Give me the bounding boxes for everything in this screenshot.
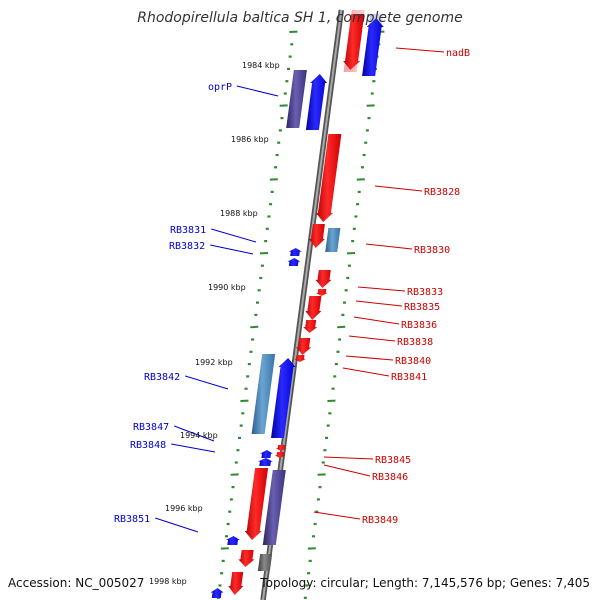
kbp-scale: 1984 kbp 1986 kbp 1988 kbp 1990 kbp 1992 kbp… <box>149 61 280 586</box>
label-leader-line <box>171 443 216 453</box>
label-leader-line <box>313 511 361 520</box>
label-leader-line <box>357 286 406 292</box>
gene-features <box>210 10 384 598</box>
gene-feature[interactable] <box>271 358 296 438</box>
gene-feature[interactable] <box>296 338 312 355</box>
gene-feature[interactable] <box>262 470 286 545</box>
tick-track <box>216 30 385 599</box>
gene-feature[interactable] <box>308 224 325 248</box>
gene-label-rb3840[interactable]: RB3840 <box>395 356 431 367</box>
topology-text: Topology: circular; Length: 7,145,576 bp… <box>259 576 590 590</box>
gene-label-oprp[interactable]: oprP <box>208 82 232 93</box>
gene-label-rb3831[interactable]: RB3831 <box>170 225 206 236</box>
map-title: Rhodopirellula baltica SH 1, complete ge… <box>137 10 463 26</box>
gene-feature[interactable] <box>286 70 307 128</box>
label-leader-line <box>236 85 279 97</box>
gene-feature[interactable] <box>257 458 273 466</box>
gene-label-nadb[interactable]: nadB <box>446 48 470 59</box>
gene-feature[interactable] <box>274 452 286 458</box>
gene-label-rb3841[interactable]: RB3841 <box>391 372 427 383</box>
gene-label-rb3842[interactable]: RB3842 <box>144 372 180 383</box>
label-leader-line <box>353 316 400 325</box>
gene-feature[interactable] <box>362 18 384 76</box>
label-leader-line <box>155 517 199 533</box>
gene-feature[interactable] <box>305 296 322 320</box>
gene-feature[interactable] <box>238 550 255 567</box>
kbp-marker: 1996 kbp <box>165 504 203 513</box>
gene-label-rb3833[interactable]: RB3833 <box>407 287 443 298</box>
gene-feature[interactable] <box>288 248 302 256</box>
label-leader-line <box>342 367 390 377</box>
gene-label-rb3836[interactable]: RB3836 <box>401 320 437 331</box>
label-leader-line <box>374 185 423 192</box>
gene-feature[interactable] <box>305 74 328 130</box>
gene-feature[interactable] <box>228 572 244 595</box>
kbp-marker: 1988 kbp <box>220 209 258 218</box>
gene-feature[interactable] <box>315 270 332 288</box>
kbp-marker: 1986 kbp <box>231 135 269 144</box>
label-leader-line <box>211 228 257 243</box>
label-leader-line <box>345 355 394 361</box>
gene-feature[interactable] <box>244 468 269 540</box>
gene-label-rb3835[interactable]: RB3835 <box>404 302 440 313</box>
label-leader-line <box>323 456 374 460</box>
label-leader-line <box>365 243 413 250</box>
gene-feature[interactable] <box>325 228 341 252</box>
gene-feature[interactable] <box>303 320 318 333</box>
kbp-marker: 1994 kbp <box>180 431 218 440</box>
gene-label-rb3832[interactable]: RB3832 <box>169 241 205 252</box>
accession-text: Accession: NC_005027 <box>8 576 144 590</box>
kbp-marker: 1984 kbp <box>242 61 280 70</box>
gene-feature[interactable] <box>294 355 306 362</box>
label-leader-line <box>355 300 403 307</box>
label-leader-line <box>323 464 371 477</box>
kbp-marker: 1992 kbp <box>195 358 233 367</box>
gene-labels: nadB oprP RB3828 RB3831 RB3832 RB3830 RB3833 RB… <box>114 47 470 533</box>
gene-label-rb3848[interactable]: RB3848 <box>130 440 166 451</box>
gene-label-rb3845[interactable]: RB3845 <box>375 455 411 466</box>
gene-feature[interactable] <box>210 588 224 598</box>
gene-label-rb3849[interactable]: RB3849 <box>362 515 398 526</box>
gene-feature[interactable] <box>226 536 240 545</box>
gene-feature[interactable] <box>257 554 273 571</box>
gene-label-rb3847[interactable]: RB3847 <box>133 422 169 433</box>
gene-feature[interactable] <box>315 289 328 296</box>
gene-feature[interactable] <box>260 450 273 458</box>
gene-feature[interactable] <box>343 14 365 70</box>
kbp-marker: 1998 kbp <box>149 577 187 586</box>
gene-label-rb3838[interactable]: RB3838 <box>397 337 433 348</box>
gene-label-rb3851[interactable]: RB3851 <box>114 514 150 525</box>
label-leader-line <box>395 47 445 53</box>
gene-feature[interactable] <box>275 445 287 451</box>
gene-feature[interactable] <box>251 354 276 434</box>
label-leader-line <box>210 244 254 255</box>
gene-label-rb3830[interactable]: RB3830 <box>414 245 450 256</box>
gene-feature[interactable] <box>287 258 301 266</box>
gene-feature[interactable] <box>315 134 342 222</box>
label-leader-line <box>348 335 396 342</box>
gene-label-rb3846[interactable]: RB3846 <box>372 472 408 483</box>
gene-label-rb3828[interactable]: RB3828 <box>424 187 460 198</box>
label-leader-line <box>185 375 229 390</box>
kbp-marker: 1990 kbp <box>208 283 246 292</box>
label-leader-line <box>174 425 215 442</box>
